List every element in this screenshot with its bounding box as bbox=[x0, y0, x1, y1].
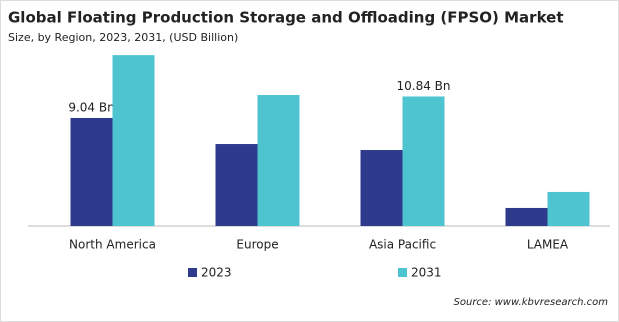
bar bbox=[402, 96, 445, 226]
x-tick-label: LAMEA bbox=[527, 238, 569, 252]
chart-subtitle: Size, by Region, 2023, 2031, (USD Billio… bbox=[8, 31, 238, 44]
source: Source: www.kbvresearch.com bbox=[454, 297, 609, 308]
bar bbox=[70, 117, 113, 226]
chart-title: Global Floating Production Storage and O… bbox=[8, 9, 564, 27]
bar bbox=[215, 144, 258, 226]
bar bbox=[547, 191, 590, 226]
bar bbox=[112, 55, 155, 226]
value-label: 9.04 Bn bbox=[68, 100, 114, 114]
x-tick-label: Europe bbox=[236, 238, 278, 252]
legend-label: 2031 bbox=[411, 266, 442, 280]
bar bbox=[505, 207, 548, 226]
bar bbox=[257, 95, 300, 226]
x-tick-label: North America bbox=[69, 238, 156, 252]
legend-swatch bbox=[188, 268, 197, 277]
x-tick-label: Asia Pacific bbox=[369, 238, 436, 252]
legend-swatch bbox=[398, 268, 407, 277]
legend-label: 2023 bbox=[201, 266, 232, 280]
bar bbox=[360, 149, 403, 226]
value-label: 10.84 Bn bbox=[396, 79, 450, 93]
